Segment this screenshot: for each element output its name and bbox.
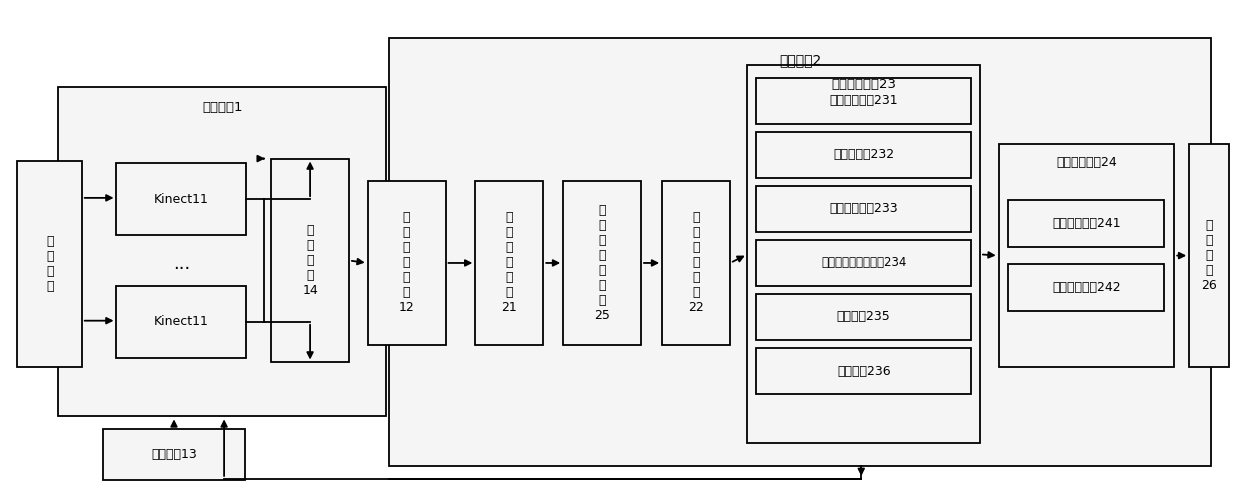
Text: 第二终端2: 第二终端2 xyxy=(779,53,821,67)
Text: 数
据
转
换
模
块
22: 数 据 转 换 模 块 22 xyxy=(688,211,704,315)
Text: 初始配对单元231: 初始配对单元231 xyxy=(830,94,898,107)
Bar xyxy=(756,186,971,232)
Text: 判断单元235: 判断单元235 xyxy=(837,311,890,324)
Text: 配对更新单元233: 配对更新单元233 xyxy=(830,203,898,215)
Text: 融合单元236: 融合单元236 xyxy=(837,365,890,377)
Bar xyxy=(1008,201,1164,247)
Bar xyxy=(756,240,971,287)
Text: 数
据
预
处
理
模
块
25: 数 据 预 处 理 模 块 25 xyxy=(594,204,610,322)
Bar xyxy=(272,159,348,363)
Text: 数
据
接
收
模
块
21: 数 据 接 收 模 块 21 xyxy=(501,211,517,315)
Bar xyxy=(756,293,971,340)
Bar xyxy=(563,181,641,345)
Text: ···: ··· xyxy=(172,260,190,278)
Bar xyxy=(475,181,543,345)
Bar xyxy=(1189,144,1229,368)
Text: 第一终端1: 第一终端1 xyxy=(202,101,243,114)
Text: 点云建模单元241: 点云建模单元241 xyxy=(1052,217,1121,230)
Bar xyxy=(367,181,445,345)
Text: 提
取
模
块
14: 提 取 模 块 14 xyxy=(303,224,317,297)
Bar xyxy=(388,38,1211,465)
Bar xyxy=(117,164,247,235)
Bar xyxy=(58,87,386,416)
Text: 显
示
模
块
26: 显 示 模 块 26 xyxy=(1202,219,1216,292)
Text: 被
测
人
体: 被 测 人 体 xyxy=(46,235,53,293)
Text: 骨架提取模块24: 骨架提取模块24 xyxy=(1056,156,1117,169)
Bar xyxy=(756,131,971,178)
Text: 骨架提取单元242: 骨架提取单元242 xyxy=(1052,281,1121,294)
Text: 数据融合模块23: 数据融合模块23 xyxy=(831,78,897,90)
Text: 数
据
传
输
模
块
12: 数 据 传 输 模 块 12 xyxy=(399,211,414,315)
Bar xyxy=(756,348,971,394)
Bar xyxy=(17,161,82,368)
Bar xyxy=(748,65,980,444)
Bar xyxy=(117,287,247,358)
Bar xyxy=(756,78,971,124)
Text: 点匹配单元232: 点匹配单元232 xyxy=(833,148,894,162)
Text: 均方根误差获得单元234: 均方根误差获得单元234 xyxy=(821,256,906,269)
Text: 标定模块13: 标定模块13 xyxy=(151,448,197,461)
Bar xyxy=(103,429,246,480)
Bar xyxy=(1008,264,1164,311)
Text: Kinect11: Kinect11 xyxy=(154,315,208,329)
Bar xyxy=(662,181,730,345)
Text: Kinect11: Kinect11 xyxy=(154,193,208,206)
Bar xyxy=(998,144,1174,368)
